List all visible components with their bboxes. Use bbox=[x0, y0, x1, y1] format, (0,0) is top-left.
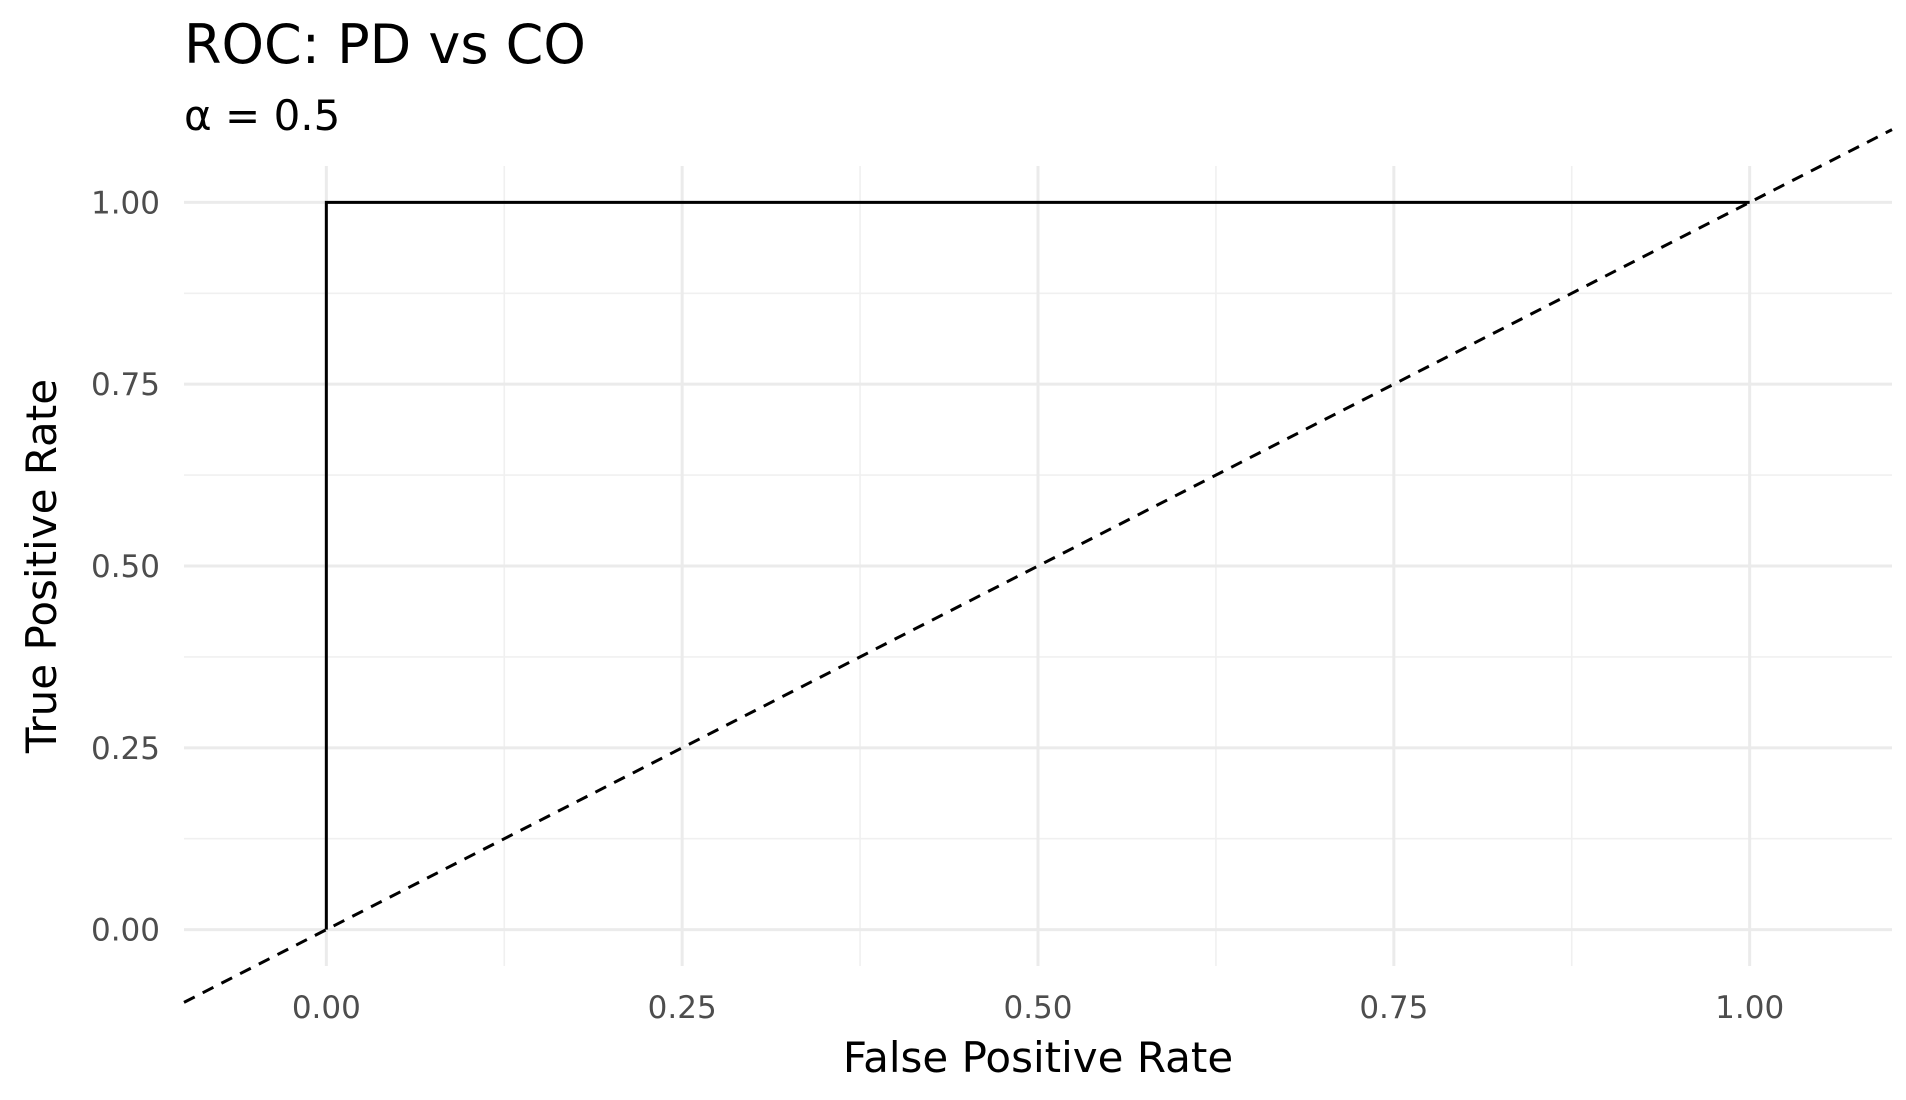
x-tick-label: 0.25 bbox=[648, 990, 717, 1026]
x-tick-label: 1.00 bbox=[1715, 990, 1784, 1026]
x-tick-label: 0.75 bbox=[1359, 990, 1428, 1026]
x-tick-label: 0.00 bbox=[292, 990, 361, 1026]
y-axis-label: True Positive Rate bbox=[17, 379, 66, 754]
diagonal-reference-line bbox=[183, 128, 1893, 1004]
y-tick-label: 1.00 bbox=[91, 185, 160, 221]
chart-subtitle: α = 0.5 bbox=[184, 91, 341, 140]
y-tick-label: 0.25 bbox=[91, 731, 160, 767]
y-tick-label: 0.75 bbox=[91, 367, 160, 403]
roc-curve bbox=[324, 200, 1750, 930]
x-tick-label: 0.50 bbox=[1003, 990, 1072, 1026]
series-layer bbox=[183, 128, 1893, 1004]
chart-title: ROC: PD vs CO bbox=[184, 13, 586, 76]
x-tick-labels: 0.00 0.25 0.50 0.75 1.00 bbox=[292, 990, 1784, 1026]
y-tick-label: 0.50 bbox=[91, 549, 160, 585]
y-tick-label: 0.00 bbox=[91, 913, 160, 949]
x-axis-label: False Positive Rate bbox=[843, 1033, 1233, 1082]
y-tick-labels: 0.00 0.25 0.50 0.75 1.00 bbox=[91, 185, 160, 948]
grid-major bbox=[184, 166, 1892, 966]
